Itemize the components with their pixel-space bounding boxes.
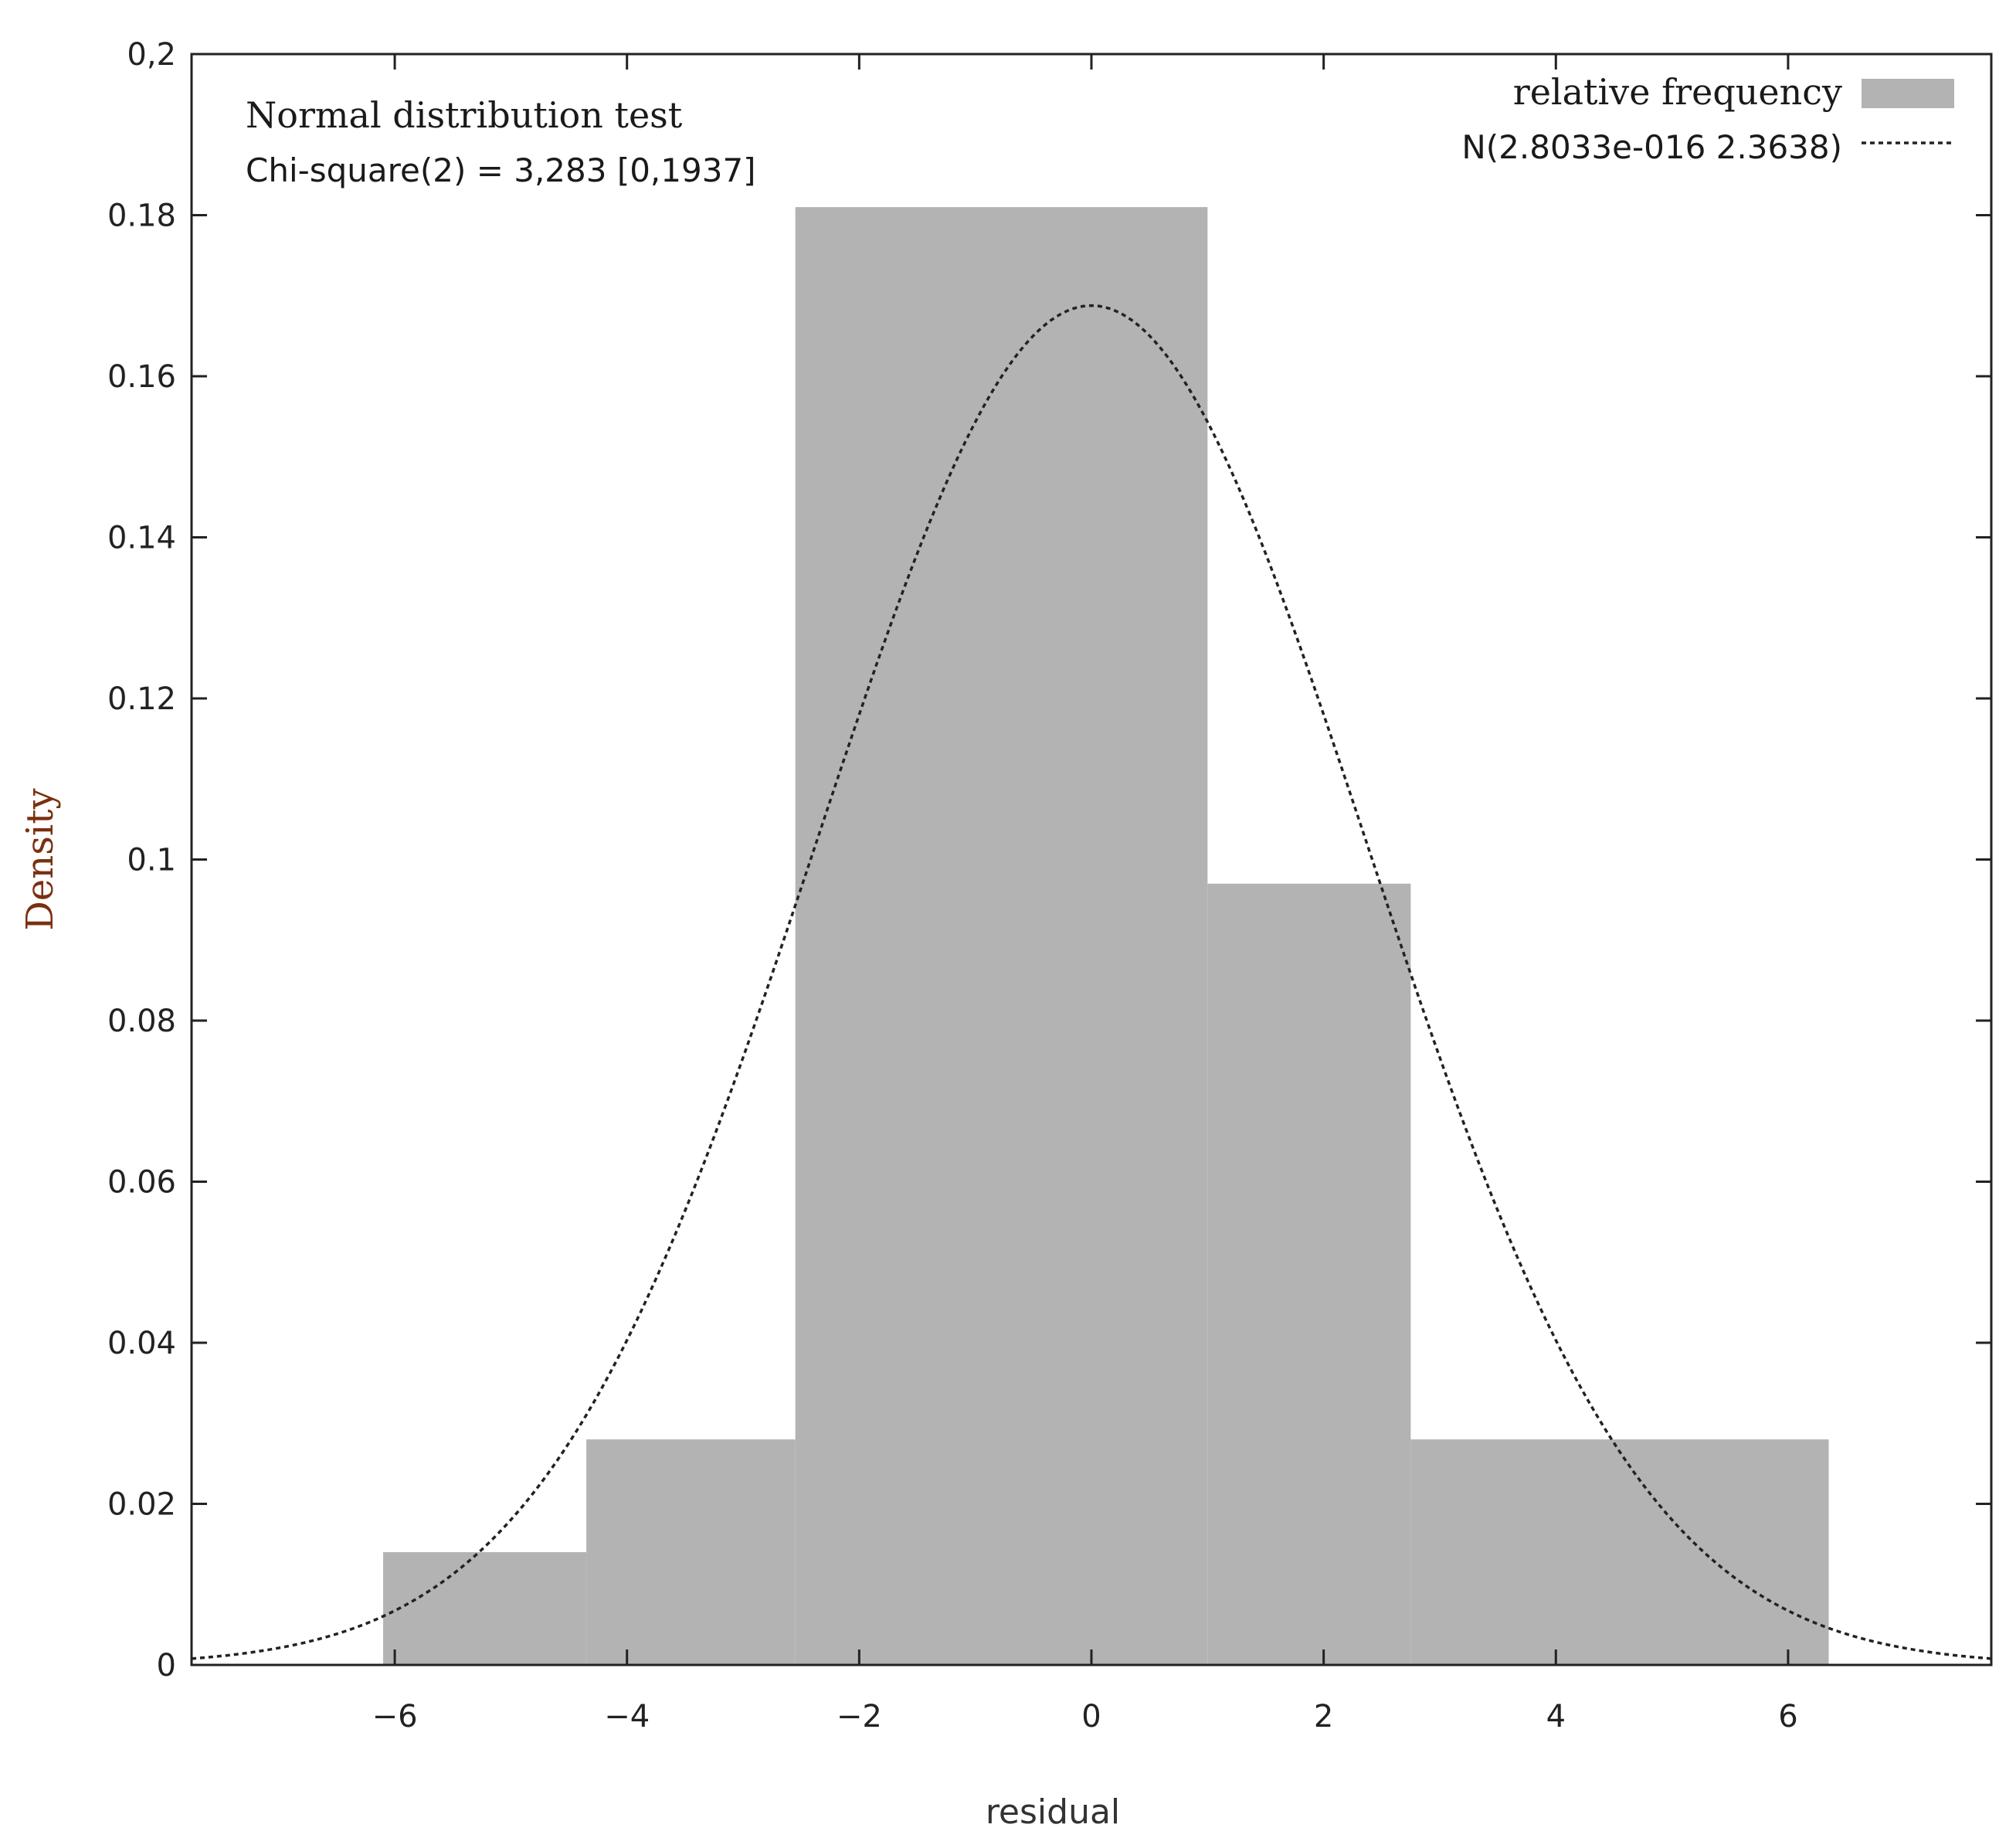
legend-label-relative-frequency: relative frequency [1513,71,1842,113]
legend-label-normal-curve: N(2.8033e-016 2.3638) [1461,128,1842,166]
x-tick-label: 0 [1081,1699,1101,1734]
y-tick-label: 0.06 [107,1165,176,1201]
x-axis-title: residual [986,1792,1120,1832]
y-tick-label: 0.12 [107,681,176,717]
y-tick-label: 0 [157,1648,176,1683]
histogram-bar-0 [383,1552,587,1665]
histogram-bar-1 [586,1439,796,1665]
y-tick-label: 0.16 [107,359,176,395]
annotation-chi-square: Chi-square(2) = 3,283 [0,1937] [246,151,756,189]
normal-density-curve [191,304,1992,1660]
y-tick-label: 0.14 [107,521,176,556]
y-tick-label: 0.02 [107,1487,176,1523]
annotation-test-name: Normal distribution test [246,94,683,136]
y-tick-label: 0.08 [107,1004,176,1039]
x-tick-label: 2 [1314,1699,1333,1734]
x-tick-label: 4 [1546,1699,1566,1734]
y-tick-label: 0.1 [127,843,176,878]
axis-ticks [192,53,1991,1666]
histogram-bar-3 [1207,883,1411,1665]
histogram-bar-2 [795,207,1208,1666]
y-axis-title: Density [19,788,62,930]
legend-swatch-bars [1862,79,1954,108]
y-tick-label: 0,2 [127,37,176,73]
y-tick-label: 0.18 [107,199,176,234]
normal-curve-layer [191,304,1992,1660]
histogram-bar-4 [1410,1439,1829,1665]
x-tick-label: 6 [1778,1699,1797,1734]
tick-labels: −6 −4 −2 0 2 4 6 0 0.02 0.04 0.06 0.08 0.1 0.12 0.14 0.… [107,37,1798,1734]
x-tick-label: −4 [604,1699,650,1734]
y-tick-label: 0.04 [107,1326,176,1361]
x-tick-label: −2 [837,1699,882,1734]
x-tick-label: −6 [372,1699,418,1734]
histogram-bars [383,207,1829,1666]
